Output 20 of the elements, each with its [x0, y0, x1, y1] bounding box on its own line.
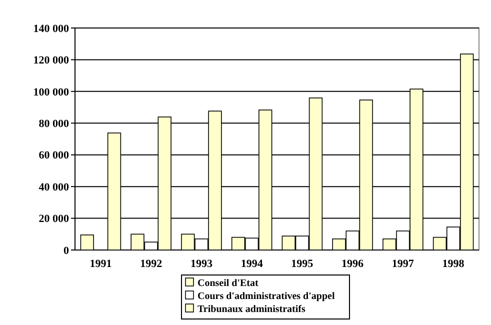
- x-tick-label: 1992: [140, 258, 163, 270]
- y-tick-label: 100 000: [33, 86, 70, 98]
- x-tick-label: 1993: [190, 258, 213, 270]
- x-tick-label: 1991: [90, 258, 112, 270]
- y-tick-label: 140 000: [33, 22, 70, 35]
- x-tick-label: 1994: [240, 258, 264, 270]
- y-tick-label: 120 000: [33, 54, 70, 67]
- x-tick-label: 1998: [442, 258, 465, 270]
- legend-label: Conseil d'Etat: [198, 278, 260, 289]
- x-tick-label: 1997: [392, 258, 414, 270]
- x-tick-label: 1996: [342, 258, 364, 270]
- y-tick-label: 40 000: [38, 181, 70, 194]
- y-tick-label: 60 000: [38, 150, 70, 162]
- legend-label: Tribunaux administratifs: [198, 304, 306, 315]
- y-tick-label: 80 000: [38, 118, 70, 130]
- bar: [80, 234, 94, 250]
- legend-label: Cours d'administratives d'appel: [198, 291, 335, 302]
- x-tick-label: 1995: [291, 258, 314, 270]
- y-tick-label: 20 000: [38, 213, 70, 226]
- y-tick-label: 0: [64, 244, 70, 257]
